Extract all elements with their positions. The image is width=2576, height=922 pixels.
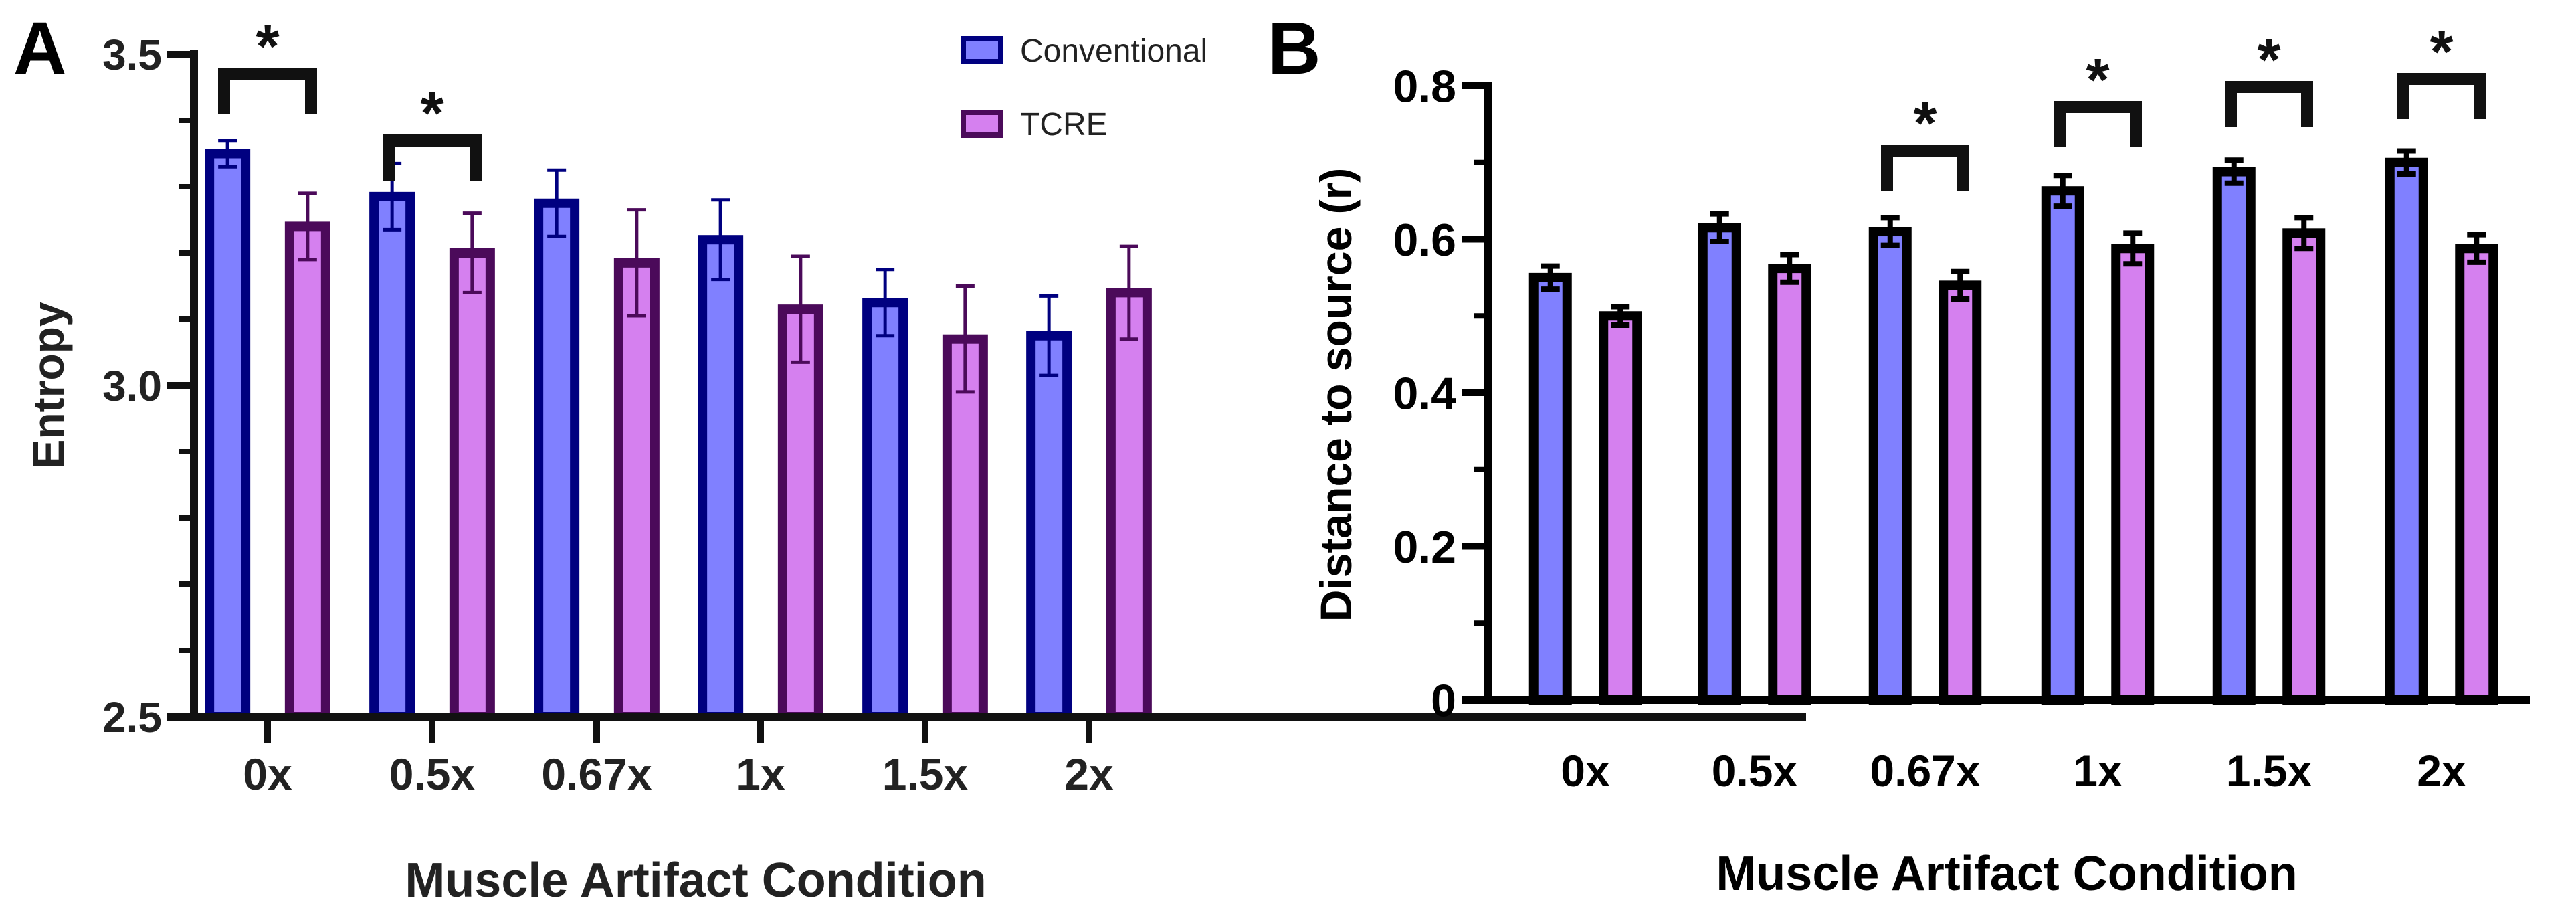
bar-conventional-0.5x bbox=[369, 191, 415, 722]
x-tick-label: 2x bbox=[1064, 749, 1114, 799]
bar-tcre-2x bbox=[1106, 288, 1152, 721]
bar-tcre-0x bbox=[284, 221, 330, 721]
y-tick-label: 0.8 bbox=[1393, 61, 1456, 112]
error-bar bbox=[1119, 244, 1138, 341]
bar-tcre-2x bbox=[2455, 244, 2498, 705]
significance-bracket bbox=[383, 134, 482, 181]
legend-swatch-tcre bbox=[961, 110, 1003, 138]
bar-conventional-1.5x bbox=[2212, 167, 2256, 705]
x-tick-label: 1x bbox=[2073, 746, 2122, 796]
error-bar bbox=[2294, 215, 2314, 252]
significance-asterisk: * bbox=[420, 80, 443, 147]
error-bar bbox=[547, 168, 567, 238]
significance-bracket bbox=[2397, 73, 2486, 119]
significance-asterisk: * bbox=[256, 13, 279, 80]
error-bar bbox=[1880, 215, 1900, 248]
significance-bracket bbox=[1881, 145, 1969, 191]
legend-swatch-conventional bbox=[961, 36, 1003, 64]
panel-label-a: A bbox=[13, 7, 66, 90]
error-bar bbox=[1611, 304, 1630, 329]
error-bar bbox=[218, 139, 237, 169]
significance-bracket bbox=[2225, 81, 2313, 127]
significance-asterisk: * bbox=[2086, 47, 2109, 114]
x-tick-label: 0.5x bbox=[1712, 746, 1798, 796]
bar-conventional-1x bbox=[2041, 186, 2084, 705]
panel-a: A Entropy Muscle Artifact Condition Conv… bbox=[13, 7, 1806, 907]
legend-a: Conventional TCRE bbox=[961, 33, 1207, 143]
error-bar bbox=[2397, 148, 2416, 177]
error-bar bbox=[2123, 230, 2143, 267]
bar-tcre-0x bbox=[1599, 311, 1642, 705]
error-bar bbox=[1951, 268, 1970, 302]
error-bar bbox=[791, 254, 810, 364]
bar-tcre-1.5x bbox=[942, 334, 988, 721]
bar-tcre-1.5x bbox=[2282, 228, 2326, 705]
significance-bracket bbox=[2054, 101, 2142, 147]
x-tick-label: 1.5x bbox=[882, 749, 969, 799]
significance-bracket bbox=[218, 68, 317, 114]
y-tick-label: 0 bbox=[1431, 675, 1456, 726]
x-tick-label: 0.67x bbox=[1870, 746, 1980, 796]
x-axis-label-b: Muscle Artifact Condition bbox=[1716, 847, 2297, 901]
y-tick-label: 2.5 bbox=[102, 693, 162, 741]
error-bar bbox=[711, 198, 730, 282]
bar-conventional-2x bbox=[2385, 157, 2428, 705]
error-bar bbox=[1039, 294, 1059, 377]
bar-tcre-0.67x bbox=[1939, 280, 1982, 705]
error-bar bbox=[876, 268, 895, 338]
legend-label-tcre: TCRE bbox=[1020, 107, 1108, 143]
error-bar bbox=[298, 191, 317, 262]
error-bar bbox=[1710, 211, 1729, 244]
x-tick-label: 0.67x bbox=[541, 749, 652, 799]
significance-asterisk: * bbox=[1913, 90, 1937, 157]
bar-conventional-1x bbox=[698, 235, 744, 721]
x-tick-label: 0x bbox=[1561, 746, 1610, 796]
x-tick-label: 0x bbox=[243, 749, 292, 799]
y-tick-label: 3.5 bbox=[102, 31, 162, 79]
legend-label-conventional: Conventional bbox=[1020, 33, 1207, 69]
y-tick-label: 0.6 bbox=[1393, 215, 1456, 266]
bar-tcre-0.67x bbox=[613, 258, 660, 722]
y-axis-label-b: Distance to source (r) bbox=[1311, 168, 1361, 622]
y-tick-label: 0.2 bbox=[1393, 522, 1456, 573]
y-tick-label: 0.4 bbox=[1393, 368, 1456, 419]
error-bar bbox=[2053, 173, 2072, 209]
bar-conventional-0x bbox=[1528, 272, 1572, 705]
bar-tcre-0.5x bbox=[1768, 264, 1811, 705]
error-bar bbox=[2467, 232, 2486, 265]
error-bar bbox=[1780, 252, 1799, 285]
error-bar bbox=[462, 211, 482, 294]
error-bar bbox=[955, 284, 975, 394]
panel-b: B Distance to source (r) Muscle Artifact… bbox=[1268, 7, 2530, 901]
panel-label-b: B bbox=[1268, 7, 1320, 90]
error-bar bbox=[1541, 263, 1560, 292]
x-axis-label-a: Muscle Artifact Condition bbox=[405, 854, 986, 907]
bar-conventional-2x bbox=[1026, 331, 1072, 721]
bar-conventional-0x bbox=[205, 149, 251, 721]
significance-asterisk: * bbox=[2430, 19, 2453, 86]
bar-conventional-1.5x bbox=[862, 298, 908, 721]
y-axis-label-a: Entropy bbox=[23, 302, 73, 469]
error-bar bbox=[2224, 157, 2244, 186]
bar-tcre-1x bbox=[777, 304, 823, 721]
x-tick-label: 1x bbox=[736, 749, 785, 799]
y-tick-label: 3.0 bbox=[102, 362, 162, 410]
bar-tcre-0.5x bbox=[449, 248, 495, 721]
bar-tcre-1x bbox=[2111, 244, 2155, 705]
error-bar bbox=[627, 208, 646, 318]
bar-conventional-0.5x bbox=[1698, 223, 1741, 705]
bar-conventional-0.67x bbox=[534, 198, 580, 721]
x-tick-label: 0.5x bbox=[389, 749, 476, 799]
x-tick-label: 1.5x bbox=[2226, 746, 2312, 796]
bar-conventional-0.67x bbox=[1868, 227, 1912, 705]
significance-asterisk: * bbox=[2257, 27, 2280, 94]
x-tick-label: 2x bbox=[2417, 746, 2466, 796]
